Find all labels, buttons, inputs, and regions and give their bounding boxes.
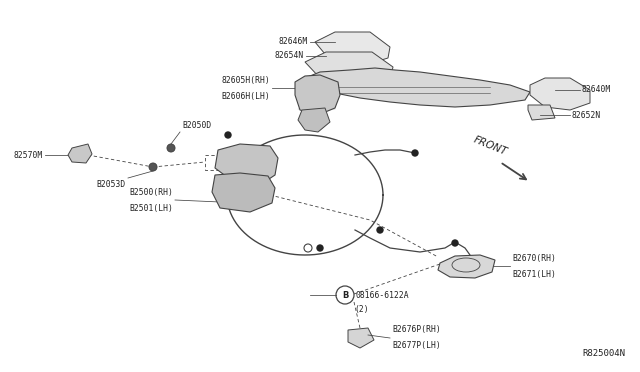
Text: 82652N: 82652N xyxy=(572,110,601,119)
Polygon shape xyxy=(528,105,555,120)
Circle shape xyxy=(452,240,458,246)
Circle shape xyxy=(412,150,418,156)
Circle shape xyxy=(149,163,157,171)
Circle shape xyxy=(317,245,323,251)
Text: 08166-6122A: 08166-6122A xyxy=(355,291,408,299)
Text: 82605H(RH): 82605H(RH) xyxy=(221,76,270,85)
Circle shape xyxy=(377,227,383,233)
Circle shape xyxy=(225,132,231,138)
Text: B2671(LH): B2671(LH) xyxy=(512,270,556,279)
Text: B2606H(LH): B2606H(LH) xyxy=(221,92,270,101)
Polygon shape xyxy=(68,144,92,163)
Text: R825004N: R825004N xyxy=(582,349,625,358)
Polygon shape xyxy=(212,173,275,212)
Text: (2): (2) xyxy=(354,305,369,314)
Circle shape xyxy=(167,144,175,152)
Polygon shape xyxy=(300,68,530,107)
Text: B2677P(LH): B2677P(LH) xyxy=(392,341,441,350)
Polygon shape xyxy=(348,328,374,348)
Text: 82640M: 82640M xyxy=(582,86,611,94)
Text: B2501(LH): B2501(LH) xyxy=(129,204,173,213)
Text: B2676P(RH): B2676P(RH) xyxy=(392,325,441,334)
Text: FRONT: FRONT xyxy=(472,134,508,157)
Text: B2050D: B2050D xyxy=(182,121,211,130)
Text: B2500(RH): B2500(RH) xyxy=(129,188,173,197)
Polygon shape xyxy=(315,32,390,65)
Polygon shape xyxy=(295,75,340,115)
Text: B: B xyxy=(342,291,348,299)
Polygon shape xyxy=(530,78,590,110)
Polygon shape xyxy=(215,144,278,185)
Polygon shape xyxy=(438,255,495,278)
Polygon shape xyxy=(305,52,393,87)
Text: B2670(RH): B2670(RH) xyxy=(512,254,556,263)
Text: 82570M: 82570M xyxy=(13,151,43,160)
Text: 82646M: 82646M xyxy=(279,38,308,46)
Text: B2053D: B2053D xyxy=(97,180,126,189)
Polygon shape xyxy=(298,108,330,132)
Text: 82654N: 82654N xyxy=(275,51,304,61)
